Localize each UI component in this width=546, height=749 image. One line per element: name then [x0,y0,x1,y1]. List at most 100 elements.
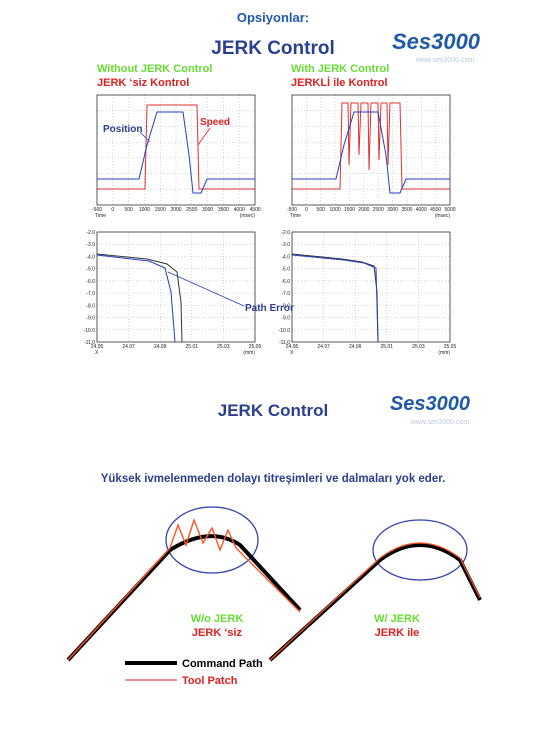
logo: Ses3000 [392,29,481,54]
y-tick-label: -4.0 [86,254,95,260]
plot: -500 0 500 1000 1500 2000 2500 3000 3500 4000 4500… [92,94,261,219]
x-tick-label: 3500 [218,207,229,213]
y-tick-label: -6.0 [86,279,95,285]
x-tick-label: 24.95 [286,344,299,350]
y-tick-label: -11.0 [279,340,290,346]
circle [372,519,468,581]
y-tick-label: -9.0 [86,316,95,322]
x-tick-label: -500 [92,207,102,213]
header-title: Opsiyonlar: [237,10,309,25]
x-tick-label: 2000 [170,207,181,213]
x-tick-label: 3000 [387,207,398,213]
x-unit: (mm) [438,350,450,356]
x-tick-label: -500 [287,207,297,213]
y-tick-label: -7.0 [281,291,290,297]
x-tick-label: 4000 [416,207,427,213]
logo: Ses3000 [390,393,470,415]
plot-frame [96,94,256,206]
x-tick-label: 4000 [234,207,245,213]
pointer [139,131,151,143]
slide-title: JERK Control [211,38,335,59]
tool-path [269,542,481,661]
y-tick-label: -11.0 [84,340,95,346]
x-tick-label: 25.01 [381,344,394,350]
x-tick-label: 3000 [202,207,213,213]
tool-path [67,517,301,661]
annotation: Speed [200,117,230,128]
x-tick-label: 1000 [139,207,150,213]
x-tick-label: 25.01 [186,344,199,350]
y-tick-label: -2.0 [86,230,95,236]
x-axis-label: X [290,350,294,356]
y-tick-label: -6.0 [281,279,290,285]
x-unit: (msec) [435,213,451,219]
x-tick-label: 24.97 [317,344,330,350]
y-tick-label: -8.0 [281,303,290,309]
x-axis-label: Time [290,213,301,219]
y-tick-label: -4.0 [281,254,290,260]
legend-label: Command Path [182,658,263,670]
legend-label: Tool Patch [182,675,238,687]
x-tick-label: 25.03 [412,344,425,350]
annotation: Position [103,124,142,135]
x-tick-label: 5000 [444,207,455,213]
position-curve [292,111,450,194]
x-axis-label: X [95,350,99,356]
label-en: W/o JERK [191,613,244,625]
position-curve [97,111,255,194]
y-tick-label: -3.0 [281,242,290,248]
pointer [167,271,245,307]
x-tick-label: 2500 [373,207,384,213]
x-tick-label: 3500 [401,207,412,213]
x-tick-label: 500 [317,207,326,213]
x-tick-label: 25.05 [249,344,262,350]
label-en: With JERK Control [291,63,389,75]
annotation: Path Error [245,303,294,314]
plot: 24.95 24.97 24.99 25.01 25.03 25.05 -2.0 -3.0 -4… [279,230,457,356]
label-tr: JERK ile [375,627,420,639]
x-tick-label: 500 [124,207,133,213]
path-curve [96,254,176,343]
x-tick-label: 1000 [330,207,341,213]
slide-title: JERK Control [218,401,329,420]
y-tick-label: -10.0 [279,328,291,334]
y-tick-label: -9.0 [281,316,290,322]
subtitle: Yüksek ivmelenmeden dolayı titreşimleri … [101,473,446,485]
x-tick-label: 4500 [430,207,441,213]
label-en: Without JERK Control [97,63,212,75]
x-tick-label: 4500 [249,207,260,213]
x-unit: (mm) [243,350,255,356]
label-tr: JERK ‘siz [192,627,243,639]
path-curve [291,254,379,343]
x-tick-label: 24.99 [349,344,362,350]
plot: -500 0 500 1000 1500 2000 2500 3000 3500 4000 4500… [287,94,456,219]
logo-url: www.ses3000.com [415,57,475,64]
speed-curve [292,102,450,190]
y-tick-label: -10.0 [84,328,96,334]
x-axis-label: Time [95,213,106,219]
label-tr: JERKLİ ile Kontrol [291,76,388,89]
x-tick-label: 25.03 [217,344,230,350]
y-tick-label: -2.0 [281,230,290,236]
y-tick-label: -5.0 [86,267,95,273]
x-tick-label: 0 [305,207,308,213]
x-tick-label: 1500 [344,207,355,213]
x-tick-label: 1500 [155,207,166,213]
y-tick-label: -3.0 [86,242,95,248]
pointer [197,127,211,146]
x-unit: (msec) [240,213,256,219]
x-tick-label: 24.99 [154,344,167,350]
path-curve [96,253,183,343]
x-tick-label: 24.95 [91,344,104,350]
circle [165,506,259,574]
x-tick-label: 2000 [358,207,369,213]
speed-curve [97,104,255,190]
y-tick-label: -5.0 [281,267,290,273]
plot-frame [291,231,451,343]
y-tick-label: -7.0 [86,291,95,297]
plot-frame [96,231,256,343]
plot: 24.95 24.97 24.99 25.01 25.03 25.05 -2.0 -3.0 -4… [84,230,262,356]
y-tick-label: -8.0 [86,303,95,309]
command-path [268,543,482,662]
